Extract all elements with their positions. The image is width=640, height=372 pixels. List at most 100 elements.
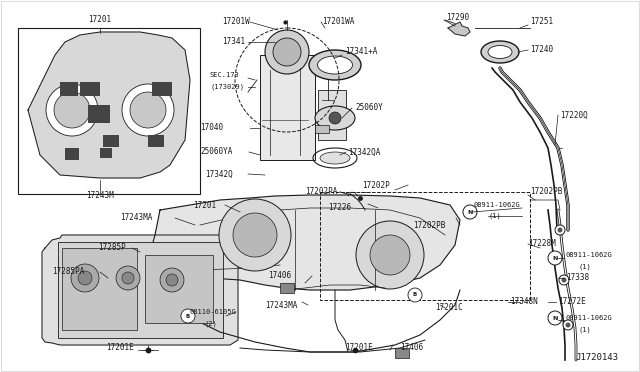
Text: J1720143: J1720143 (575, 353, 618, 362)
Text: SEC.173: SEC.173 (210, 72, 240, 78)
Ellipse shape (488, 45, 512, 58)
Text: 17201E: 17201E (106, 343, 134, 353)
Text: (1): (1) (488, 213, 500, 219)
Circle shape (463, 205, 477, 219)
Ellipse shape (309, 50, 361, 80)
Text: 17201WA: 17201WA (322, 17, 355, 26)
Bar (395, 348, 409, 358)
Circle shape (356, 221, 424, 289)
Text: 17243MA: 17243MA (120, 214, 152, 222)
Text: 17201: 17201 (193, 201, 216, 209)
Text: 17406: 17406 (400, 343, 423, 353)
Bar (260, 55, 315, 160)
Text: 17226: 17226 (328, 203, 351, 212)
Bar (103, 135, 119, 147)
Bar (148, 135, 164, 147)
Text: 17342QA: 17342QA (348, 148, 380, 157)
Circle shape (71, 264, 99, 292)
Text: 17228M: 17228M (528, 240, 556, 248)
Text: N: N (467, 209, 473, 215)
Circle shape (166, 274, 178, 286)
Circle shape (78, 271, 92, 285)
Polygon shape (448, 22, 470, 36)
Bar (88, 105, 110, 123)
Circle shape (548, 251, 562, 265)
Text: 17220Q: 17220Q (560, 110, 588, 119)
Text: 17243M: 17243M (86, 192, 114, 201)
Text: 17201W: 17201W (222, 17, 250, 26)
Text: 17243MA: 17243MA (265, 301, 298, 310)
Text: 17201E: 17201E (345, 343, 372, 353)
Ellipse shape (315, 106, 355, 130)
Text: 17406: 17406 (268, 272, 291, 280)
Text: 17240: 17240 (530, 45, 553, 55)
Text: N: N (552, 256, 557, 260)
Circle shape (181, 309, 195, 323)
Bar (315, 125, 329, 133)
Text: 08110-6105G: 08110-6105G (190, 309, 237, 315)
Text: (2): (2) (205, 321, 218, 327)
Polygon shape (28, 32, 190, 178)
Circle shape (219, 199, 291, 271)
Circle shape (329, 112, 341, 124)
Circle shape (130, 92, 166, 128)
Circle shape (408, 288, 422, 302)
Ellipse shape (317, 56, 353, 74)
Circle shape (563, 320, 573, 330)
Text: 17202PA: 17202PA (305, 187, 337, 196)
Circle shape (54, 92, 90, 128)
Text: 17201C: 17201C (435, 304, 463, 312)
Circle shape (566, 323, 570, 327)
Circle shape (555, 225, 565, 235)
Text: 17040: 17040 (200, 124, 223, 132)
Text: 08911-1062G: 08911-1062G (566, 252, 612, 258)
Text: 08911-1062G: 08911-1062G (473, 202, 520, 208)
Bar (58, 242, 223, 338)
Circle shape (116, 266, 140, 290)
Circle shape (233, 213, 277, 257)
Text: B: B (413, 292, 417, 298)
Text: 25060YA: 25060YA (200, 148, 232, 157)
Text: 17341: 17341 (222, 38, 245, 46)
Circle shape (557, 228, 563, 232)
Circle shape (548, 311, 562, 325)
Bar (318, 90, 346, 140)
Text: 17348N: 17348N (510, 298, 538, 307)
Circle shape (265, 30, 309, 74)
Text: (173029): (173029) (210, 84, 244, 90)
Ellipse shape (320, 152, 350, 164)
Circle shape (122, 272, 134, 284)
Circle shape (273, 38, 301, 66)
Bar (145, 255, 213, 323)
Text: 08911-1062G: 08911-1062G (566, 315, 612, 321)
Text: B: B (186, 314, 190, 318)
Bar (100, 148, 112, 158)
Text: 17341+A: 17341+A (345, 48, 378, 57)
Circle shape (370, 235, 410, 275)
Bar (60, 82, 78, 96)
Text: 17202P: 17202P (362, 180, 390, 189)
Circle shape (561, 278, 566, 282)
Bar (65, 148, 79, 160)
Text: 17285PA: 17285PA (52, 267, 84, 276)
Circle shape (559, 275, 569, 285)
Text: 17285P: 17285P (98, 244, 125, 253)
Ellipse shape (481, 41, 519, 63)
Text: 25060Y: 25060Y (355, 103, 383, 112)
Text: 17202PB: 17202PB (413, 221, 445, 230)
Circle shape (122, 84, 174, 136)
Text: N: N (552, 315, 557, 321)
Text: 17342Q: 17342Q (205, 170, 233, 179)
Text: 17290: 17290 (446, 13, 469, 22)
Circle shape (160, 268, 184, 292)
Circle shape (46, 84, 98, 136)
Text: 17251: 17251 (530, 17, 553, 26)
Polygon shape (42, 235, 238, 345)
Text: 17338: 17338 (566, 273, 589, 282)
Bar (152, 82, 172, 96)
Bar (80, 82, 100, 96)
Text: 17272E: 17272E (558, 298, 586, 307)
Text: 17201: 17201 (88, 16, 111, 25)
Bar (62, 248, 137, 330)
Text: 17202PB: 17202PB (530, 187, 563, 196)
